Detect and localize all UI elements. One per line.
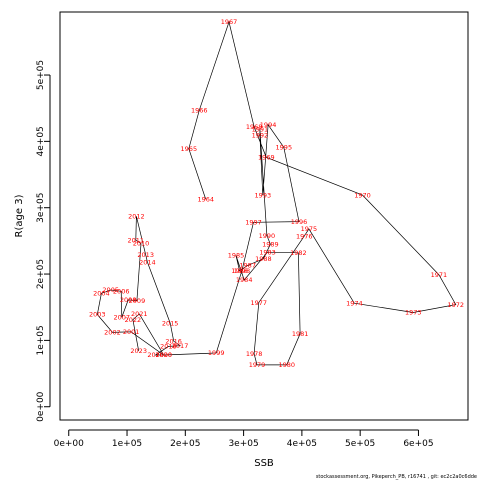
point-label-1973: 1973: [405, 309, 422, 317]
point-label-2021: 2021: [131, 310, 148, 318]
point-label-1977: 1977: [250, 299, 267, 307]
point-label-2006: 2006: [113, 287, 130, 295]
point-label-1964: 1964: [197, 195, 214, 203]
y-tick-label: 5e+05: [36, 60, 46, 90]
point-label-1985: 1985: [228, 252, 245, 260]
point-label-1997: 1997: [245, 219, 262, 227]
point-label-2008: 2008: [120, 296, 137, 304]
point-label-2017: 2017: [172, 342, 189, 350]
point-label-2022: 2022: [125, 316, 142, 324]
point-label-1978: 1978: [246, 350, 263, 358]
point-label-1966: 1966: [191, 106, 208, 114]
point-label-2000: 2000: [155, 351, 172, 359]
plot-frame: [59, 11, 469, 421]
point-label-1967: 1967: [221, 18, 238, 26]
point-label-2007: 2007: [114, 313, 131, 321]
point-label-2012: 2012: [128, 213, 145, 221]
point-label-1991: 1991: [252, 126, 269, 134]
point-label-2003: 2003: [89, 311, 106, 319]
point-label-1984: 1984: [236, 276, 253, 284]
point-label-2016: 2016: [165, 337, 182, 345]
point-label-1986: 1986: [231, 267, 248, 275]
year-labels: 1964 1965 1966 1967 1968 1969 1970 1971 1972 1973…: [89, 18, 464, 369]
point-label-1992: 1992: [252, 132, 269, 140]
y-axis-title: R(age 3): [14, 194, 25, 237]
x-tick-label: 2e+05: [170, 439, 200, 449]
point-label-1989: 1989: [262, 240, 279, 248]
point-label-1990: 1990: [259, 232, 276, 240]
point-label-1981: 1981: [292, 330, 309, 338]
y-tick-label: 2e+05: [36, 259, 46, 289]
y-tick-label: 3e+05: [36, 193, 46, 223]
point-label-2020: 2020: [155, 351, 172, 359]
x-tick-label: 4e+05: [287, 439, 317, 449]
point-label-1970: 1970: [354, 191, 371, 199]
point-label-2019: 2019: [147, 351, 164, 359]
point-label-1969: 1969: [258, 153, 275, 161]
point-label-1994: 1994: [260, 121, 277, 129]
x-tick-label: 3e+05: [228, 439, 258, 449]
point-label-1975: 1975: [301, 225, 318, 233]
y-tick-label: 1e+05: [36, 325, 46, 355]
point-label-1982: 1982: [290, 249, 307, 257]
point-label-1999: 1999: [208, 349, 225, 357]
point-label-2002: 2002: [104, 329, 121, 337]
point-label-1974: 1974: [346, 299, 363, 307]
point-label-2015: 2015: [162, 319, 179, 327]
x-axis: 0e+00 1e+05 2e+05 3e+05 4e+05 5e+05 6e+05: [54, 429, 434, 449]
footer-text: stockassessment.org, Pikeperch_PB, r1674…: [316, 474, 477, 480]
point-label-2010: 2010: [133, 240, 150, 248]
x-tick-label: 6e+05: [403, 439, 433, 449]
point-label-2005: 2005: [102, 286, 119, 294]
x-tick-label: 0e+00: [54, 439, 85, 449]
x-tick-label: 1e+05: [112, 439, 142, 449]
x-tick-label: 5e+05: [345, 439, 375, 449]
point-label-2004: 2004: [93, 289, 110, 297]
point-label-1979: 1979: [249, 361, 266, 369]
point-label-2009: 2009: [129, 297, 146, 305]
point-label-2001: 2001: [123, 328, 140, 336]
point-label-1996: 1996: [291, 218, 308, 226]
y-tick-label: 4e+05: [36, 126, 46, 156]
point-label-1987: 1987: [239, 262, 256, 270]
point-label-2023: 2023: [130, 347, 147, 355]
point-label-1971: 1971: [431, 271, 448, 279]
point-label-1983: 1983: [259, 248, 276, 256]
point-label-1980: 1980: [278, 361, 295, 369]
point-label-1972: 1972: [447, 301, 464, 309]
point-label-2018: 2018: [160, 343, 177, 351]
y-tick-label: 0e+00: [36, 391, 46, 422]
point-label-2011: 2011: [127, 236, 144, 244]
recruitment-trajectory: [96, 20, 457, 366]
trajectory-line: [96, 20, 457, 366]
point-label-1993: 1993: [255, 191, 272, 199]
point-label-1988: 1988: [255, 255, 272, 263]
x-axis-title: SSB: [254, 458, 274, 469]
point-label-2014: 2014: [139, 258, 156, 266]
point-label-2013: 2013: [137, 251, 154, 259]
point-label-1968: 1968: [246, 123, 263, 131]
point-label-1998: 1998: [234, 267, 251, 275]
point-label-1965: 1965: [181, 145, 198, 153]
y-axis: 0e+00 1e+05 2e+05 3e+05 4e+05 5e+05: [36, 60, 51, 422]
point-label-1995: 1995: [276, 144, 293, 152]
point-label-1976: 1976: [296, 232, 313, 240]
